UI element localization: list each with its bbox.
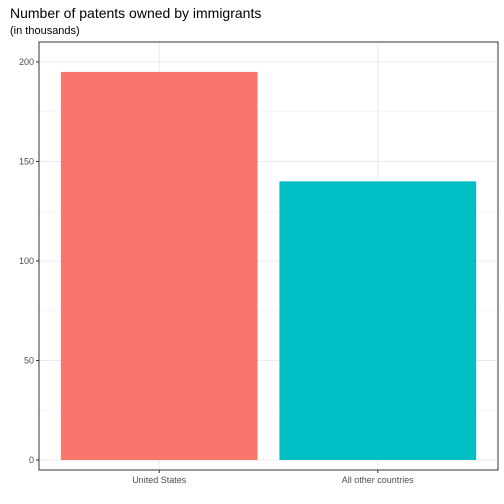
y-tick-label: 200 — [19, 57, 34, 67]
x-axis: United States All other countries — [132, 470, 414, 485]
y-tick-label: 100 — [19, 256, 34, 266]
x-tick-label: United States — [132, 475, 187, 485]
y-tick-label: 0 — [29, 455, 34, 465]
bar-0 — [60, 71, 258, 460]
panel-border — [38, 41, 499, 471]
x-tick-label: All other countries — [342, 475, 415, 485]
bar-1 — [279, 181, 477, 461]
chart-subtitle: (in thousands) — [10, 25, 80, 37]
y-tick-label: 150 — [19, 156, 34, 166]
chart-title: Number of patents owned by immigrants — [10, 5, 261, 21]
bars — [60, 71, 477, 461]
y-axis: 0 50 100 150 200 — [19, 57, 39, 465]
y-tick-label: 50 — [24, 355, 34, 365]
